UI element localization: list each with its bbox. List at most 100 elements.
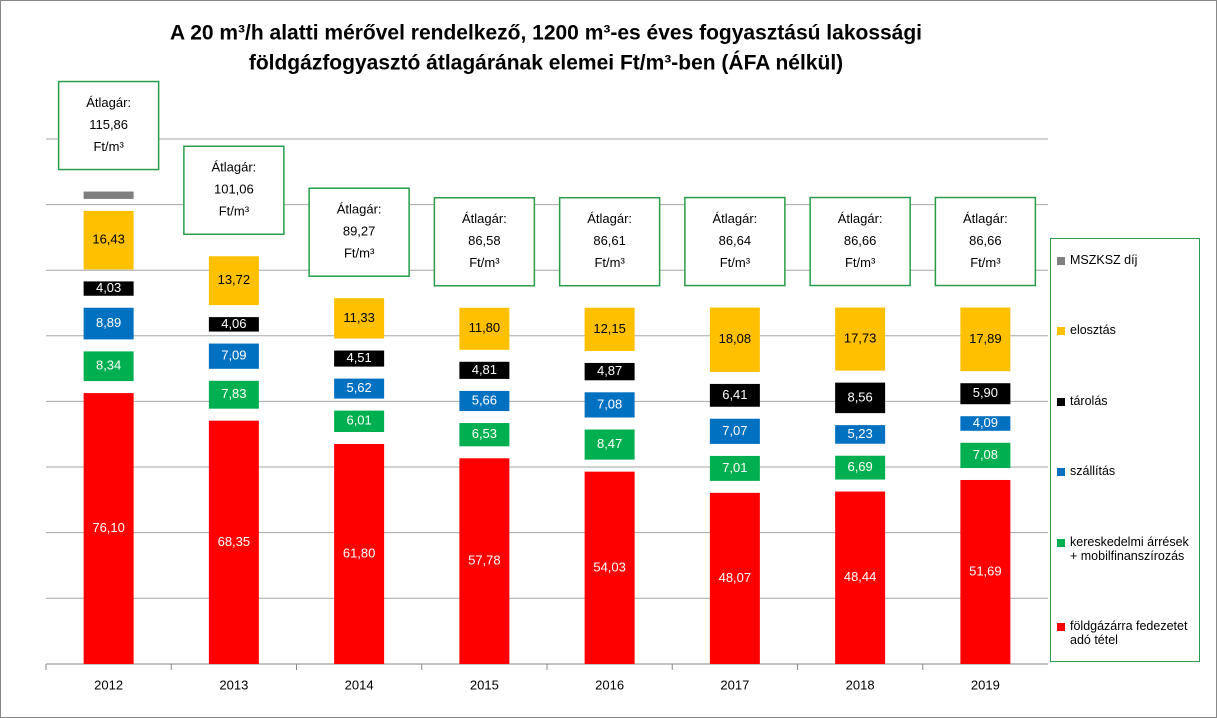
average-prefix: Átlagár: [462, 211, 507, 226]
data-label: 4,03 [96, 280, 121, 295]
data-label: 4,51 [346, 350, 371, 365]
legend-swatch [1057, 327, 1065, 336]
bar-segment [709, 418, 760, 444]
legend-label: tárolás [1070, 393, 1108, 408]
bar-segment [83, 281, 134, 296]
data-label: 4,09 [973, 415, 998, 430]
average-prefix: Átlagár: [337, 202, 382, 217]
average-prefix: Átlagár: [86, 95, 131, 110]
average-label: 86,66 [969, 233, 1002, 248]
bar-segment [334, 443, 385, 664]
legend-swatch [1057, 257, 1065, 265]
bar-segment [208, 420, 259, 664]
data-label: 68,35 [218, 534, 251, 549]
data-label: 13,72 [218, 272, 251, 287]
x-tick-label: 2014 [345, 677, 374, 692]
bar-segment [208, 317, 259, 332]
data-label: 7,83 [221, 386, 246, 401]
legend-item: MSZKSZ díj [1057, 253, 1193, 267]
average-unit: Ft/m³ [219, 204, 250, 219]
bar-segment [334, 350, 385, 367]
data-label: 7,08 [597, 396, 622, 411]
bar-segment [83, 191, 134, 199]
bar-segment [584, 362, 635, 381]
data-label: 8,56 [847, 389, 872, 404]
data-label: 8,89 [96, 315, 121, 330]
data-label: 5,62 [346, 380, 371, 395]
bar-segment [835, 307, 886, 371]
x-tick-label: 2017 [720, 677, 749, 692]
bar-segment [584, 307, 635, 351]
bar-segment [459, 390, 510, 412]
average-box [684, 196, 786, 287]
bar-segment [709, 455, 760, 481]
x-tick-label: 2013 [219, 677, 248, 692]
bar-segment [83, 307, 134, 340]
data-label: 5,90 [973, 385, 998, 400]
bar-segment [835, 455, 886, 480]
bar-segment [584, 429, 635, 460]
bar-segment [835, 491, 886, 664]
data-label: 12,15 [593, 321, 626, 336]
data-label: 6,53 [472, 426, 497, 441]
legend-item: földgázárra fedezetet adó tétel [1057, 619, 1193, 647]
legend-item: kereskedelmi árrések + mobilfinanszírozá… [1057, 535, 1193, 563]
chart-title: A 20 m³/h alatti mérővel rendelkező, 120… [170, 22, 922, 45]
data-label: 16,43 [92, 232, 125, 247]
bar-segment [334, 378, 385, 399]
average-unit: Ft/m³ [469, 255, 500, 270]
data-label: 11,80 [469, 320, 501, 335]
bar-segment [835, 382, 886, 414]
bar-segment [459, 307, 510, 350]
legend-swatch [1057, 397, 1065, 406]
data-label: 6,01 [346, 413, 371, 428]
data-label: 7,09 [221, 348, 246, 363]
bar-segment [709, 383, 760, 407]
average-prefix: Átlagár: [712, 211, 757, 226]
bar-segment [208, 343, 259, 369]
data-label: 48,07 [719, 570, 752, 585]
bar-segment [709, 307, 760, 372]
data-label: 4,06 [221, 316, 246, 331]
legend-item: tárolás [1057, 394, 1193, 408]
data-label: 7,01 [722, 460, 747, 475]
x-tick-label: 2015 [470, 677, 499, 692]
data-label: 4,81 [472, 362, 497, 377]
data-label: 18,08 [719, 331, 752, 346]
bar-segment [208, 256, 259, 306]
average-prefix: Átlagár: [838, 211, 883, 226]
bar-segment [208, 380, 259, 409]
legend-swatch [1057, 538, 1065, 547]
average-label: 115,86 [89, 117, 128, 132]
legend-label: földgázárra fedezetet adó tétel [1070, 618, 1188, 647]
average-box [433, 197, 536, 287]
data-label: 6,41 [722, 387, 747, 402]
x-tick-label: 2016 [595, 677, 624, 692]
average-label: 89,27 [343, 224, 376, 239]
average-unit: Ft/m³ [845, 255, 876, 270]
average-label: 86,66 [844, 233, 877, 248]
average-unit: Ft/m³ [93, 139, 124, 154]
data-label: 4,87 [597, 363, 622, 378]
bar-segment [960, 442, 1011, 468]
average-box [558, 196, 661, 287]
bar-segment [584, 471, 635, 664]
average-prefix: Átlagár: [963, 211, 1008, 226]
data-label: 11,33 [343, 310, 375, 325]
average-unit: Ft/m³ [344, 246, 375, 261]
data-label: 8,34 [96, 358, 121, 373]
bar-segment [709, 492, 760, 664]
bar-segment [960, 383, 1011, 405]
legend-swatch [1057, 468, 1065, 477]
data-label: 51,69 [969, 563, 1002, 578]
average-unit: Ft/m³ [594, 255, 625, 270]
legend-label: elosztás [1070, 323, 1116, 338]
bar-segment [459, 361, 510, 379]
average-unit: Ft/m³ [970, 255, 1001, 270]
data-label: 17,73 [844, 331, 877, 346]
bar-segment [584, 392, 635, 418]
average-box [183, 145, 285, 236]
legend: MSZKSZ díj elosztás tárolás szállítás keresk… [1050, 238, 1200, 662]
bar-segment [83, 393, 134, 664]
